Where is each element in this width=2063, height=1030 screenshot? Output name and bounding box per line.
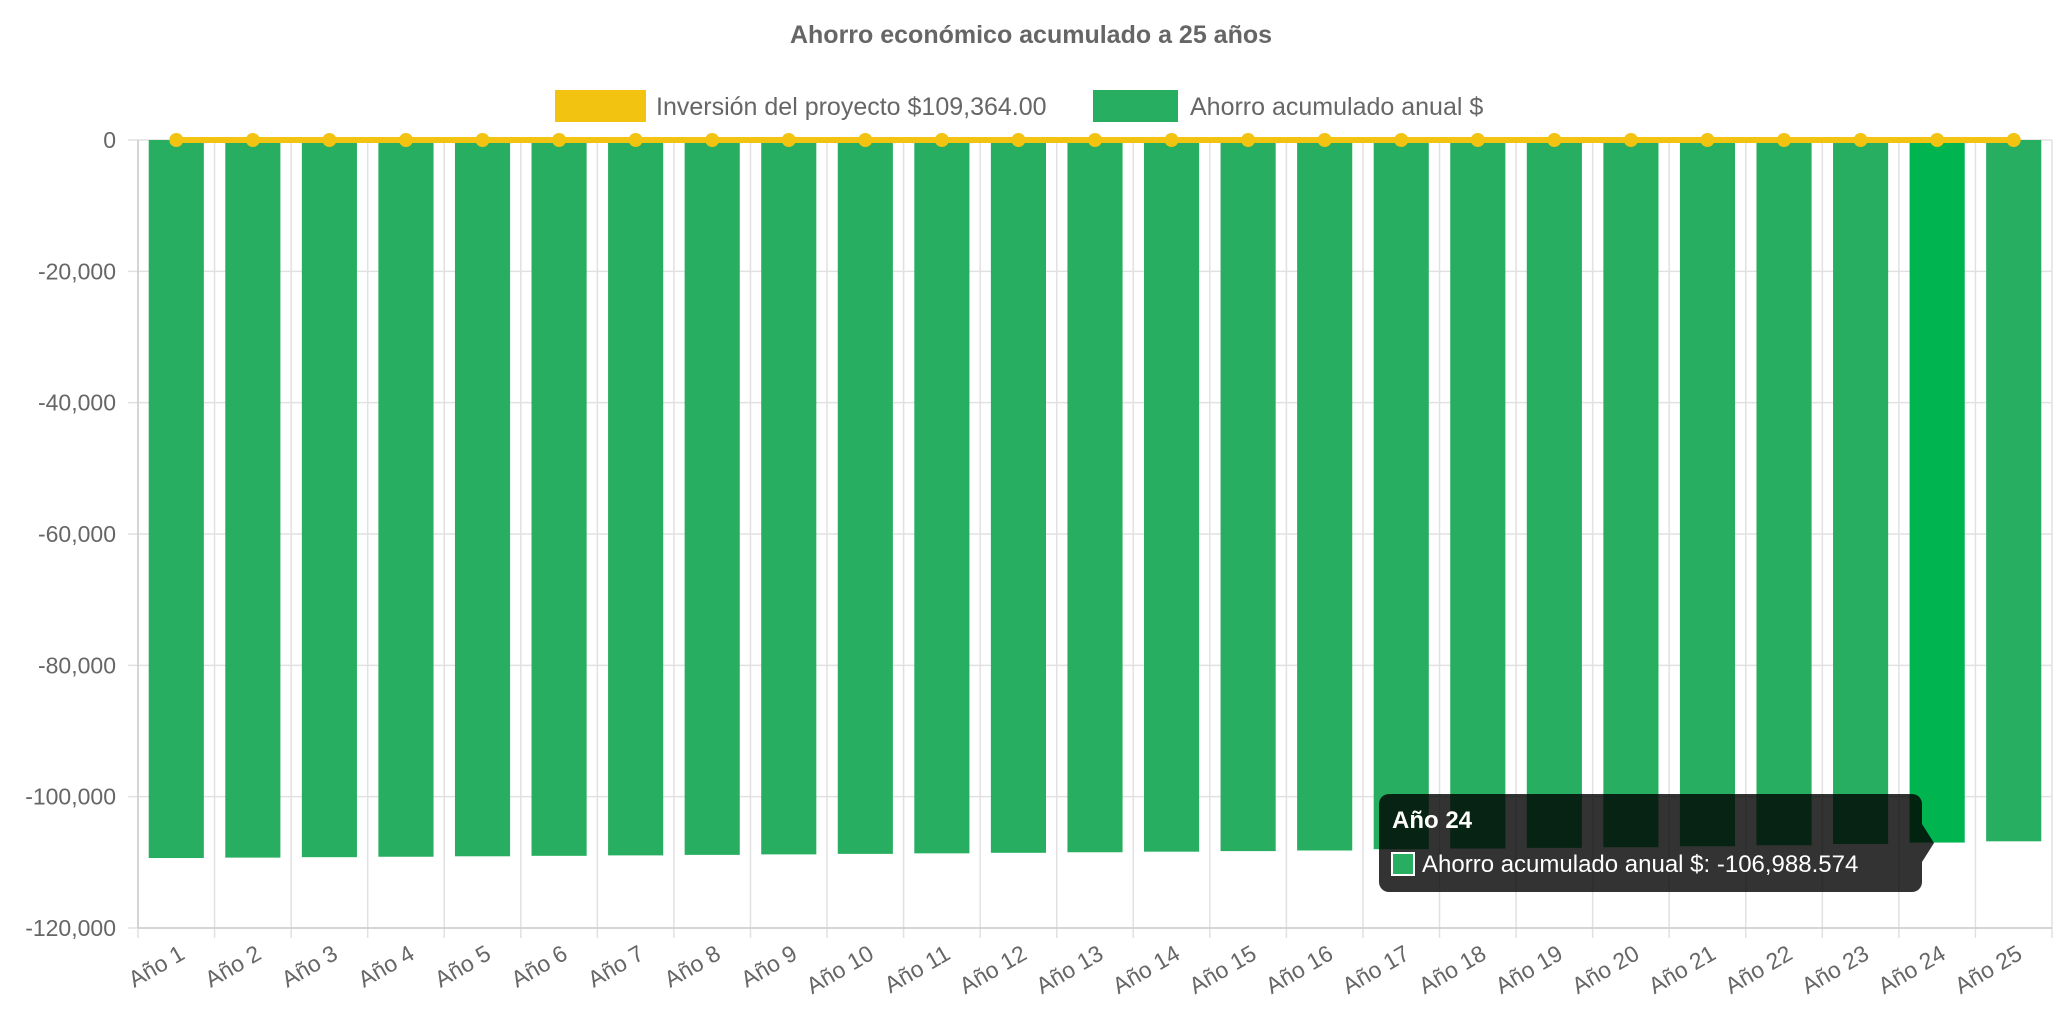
y-tick-label: -80,000 xyxy=(38,652,116,678)
bars xyxy=(148,140,2042,859)
bar xyxy=(837,140,893,854)
inversion-point xyxy=(858,133,873,147)
legend-swatch-inversion xyxy=(555,90,646,122)
inversion-point xyxy=(398,133,413,147)
bar xyxy=(1220,140,1276,852)
y-tick-label: -60,000 xyxy=(38,521,116,547)
inversion-point xyxy=(1088,133,1102,147)
legend: Inversión del proyecto $109,364.00 Ahorro… xyxy=(555,90,1483,122)
x-tick-label: Año 21 xyxy=(1644,940,1720,999)
legend-swatch-ahorro xyxy=(1093,90,1178,122)
bar xyxy=(761,140,817,855)
bar xyxy=(990,140,1047,853)
tooltip: Año 24 Ahorro acumulado anual $: -106,988… xyxy=(1379,794,1934,892)
x-tick-label: Año 24 xyxy=(1874,940,1950,999)
bar xyxy=(531,140,587,856)
x-tick-label: Año 10 xyxy=(802,940,878,999)
x-tick-label: Año 14 xyxy=(1108,940,1184,999)
x-tick-label: Año 8 xyxy=(660,940,725,993)
tooltip-caret xyxy=(1922,824,1934,862)
inversion-point xyxy=(2006,133,2021,147)
inversion-point xyxy=(245,133,260,147)
x-tick-label: Año 23 xyxy=(1797,940,1873,999)
bar xyxy=(1833,140,1889,844)
inversion-point xyxy=(552,133,567,147)
inversion-point xyxy=(781,133,796,147)
x-tick-label: Año 12 xyxy=(955,940,1031,999)
x-tick-label: Año 22 xyxy=(1720,940,1796,999)
bar xyxy=(608,140,664,856)
inversion-point xyxy=(1241,133,1256,147)
bar xyxy=(301,140,357,858)
bar xyxy=(148,140,204,859)
bar xyxy=(1986,140,2042,842)
inversion-point xyxy=(934,133,949,147)
x-tick-label: Año 17 xyxy=(1338,940,1414,999)
x-tick-label: Año 25 xyxy=(1950,940,2026,999)
bar xyxy=(1909,140,1965,843)
inversion-point xyxy=(475,133,490,147)
bar xyxy=(1450,140,1506,849)
inversion-point xyxy=(1317,133,1332,147)
tooltip-title: Año 24 xyxy=(1392,807,1473,834)
bar xyxy=(1373,140,1429,850)
x-tick-label: Año 5 xyxy=(430,940,495,993)
y-tick-label: 0 xyxy=(103,127,116,153)
inversion-point xyxy=(1930,133,1945,147)
inversion-point xyxy=(1547,133,1562,147)
bar xyxy=(1143,140,1200,852)
x-tick-label: Año 20 xyxy=(1567,940,1643,999)
tooltip-swatch xyxy=(1391,852,1415,876)
inversion-point xyxy=(705,133,720,147)
bar xyxy=(1756,140,1812,846)
line-series xyxy=(169,133,2021,147)
x-tick-label: Año 18 xyxy=(1414,940,1490,999)
y-tick-label: -100,000 xyxy=(25,784,116,810)
x-tick-label: Año 15 xyxy=(1184,940,1260,999)
legend-label-ahorro: Ahorro acumulado anual $ xyxy=(1190,93,1483,121)
inversion-point xyxy=(628,133,643,147)
bar xyxy=(1603,140,1659,848)
inversion-point xyxy=(1623,133,1638,147)
inversion-point xyxy=(1164,133,1179,147)
x-tick-label: Año 9 xyxy=(736,940,801,993)
inversion-point xyxy=(1011,133,1026,147)
bar xyxy=(1679,140,1736,847)
x-tick-label: Año 6 xyxy=(507,940,572,993)
chart-title: Ahorro económico acumulado a 25 años xyxy=(790,21,1272,49)
y-tick-label: -20,000 xyxy=(38,258,116,284)
legend-label-inversion: Inversión del proyecto $109,364.00 xyxy=(656,93,1047,121)
inversion-point xyxy=(1394,133,1409,147)
bar xyxy=(454,140,511,857)
bar xyxy=(225,140,281,858)
x-tick-label: Año 3 xyxy=(277,940,342,993)
inversion-point xyxy=(1470,133,1485,147)
bar xyxy=(684,140,740,855)
bar xyxy=(1067,140,1123,853)
inversion-point xyxy=(322,133,337,147)
inversion-point xyxy=(1853,133,1868,147)
x-tick-label: Año 11 xyxy=(880,940,955,998)
inversion-point xyxy=(1700,133,1715,147)
tooltip-box xyxy=(1379,794,1922,892)
bar xyxy=(914,140,970,854)
x-tick-label: Año 7 xyxy=(583,940,648,993)
bar xyxy=(1526,140,1582,848)
y-tick-label: -120,000 xyxy=(25,915,116,941)
x-tick-label: Año 1 xyxy=(124,940,189,993)
x-tick-label: Año 19 xyxy=(1491,940,1567,999)
y-tick-label: -40,000 xyxy=(38,390,116,416)
inversion-point xyxy=(169,133,184,147)
x-tick-label: Año 4 xyxy=(353,940,418,993)
inversion-point xyxy=(1777,133,1792,147)
bar xyxy=(378,140,434,857)
x-tick-label: Año 2 xyxy=(200,940,265,993)
x-tick-label: Año 13 xyxy=(1031,940,1107,999)
x-tick-label: Año 16 xyxy=(1261,940,1337,999)
tooltip-body: Ahorro acumulado anual $: -106,988.574 xyxy=(1422,851,1858,878)
bar xyxy=(1297,140,1353,851)
